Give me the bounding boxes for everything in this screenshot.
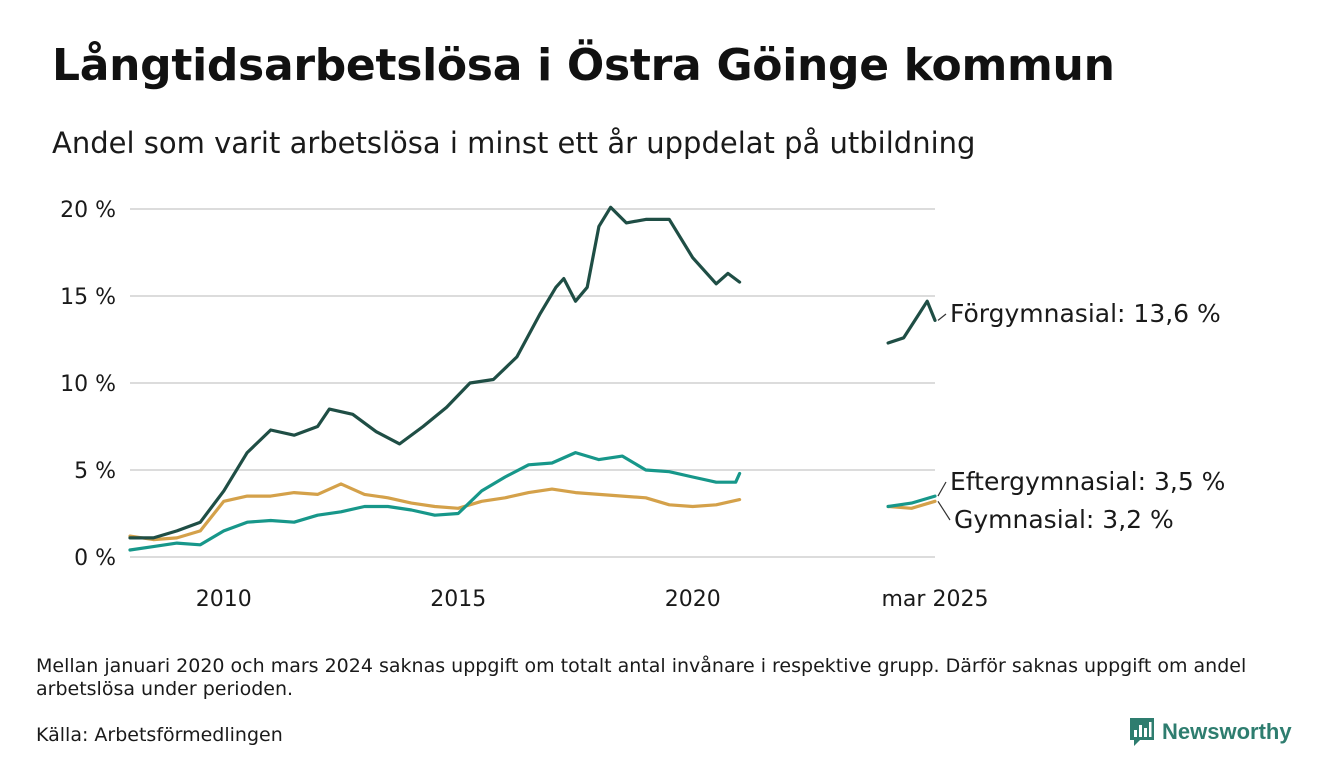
series-line-eftergymnasial (886, 494, 937, 509)
y-axis-ticks: 0 % 5 % 10 % 15 % 20 % (60, 198, 116, 571)
y-tick-label: 10 % (60, 372, 116, 397)
source-text: Källa: Arbetsförmedlingen (36, 724, 283, 746)
series-line-förgymnasial (886, 299, 937, 345)
series-line-gymnasial (886, 499, 937, 510)
y-tick-label: 20 % (60, 198, 116, 223)
chart-subtitle: Andel som varit arbetslösa i minst ett å… (52, 126, 976, 160)
bar-chart-speech-icon (1130, 718, 1154, 746)
brand-logo[interactable]: Newsworthy (1128, 716, 1292, 748)
label-leader-line (937, 500, 951, 521)
x-tick-label: mar 2025 (882, 587, 989, 612)
y-tick-label: 0 % (74, 546, 116, 571)
series-line-förgymnasial (128, 205, 742, 540)
x-axis-ticks: 2010 2015 2020 mar 2025 (196, 587, 989, 612)
line-chart: 0 %5 %10 %15 %20 % 2010 2015 2020 mar 2025 … (60, 198, 1225, 612)
x-tick-label: 2020 (665, 587, 721, 612)
chart-title: Långtidsarbetslösa i Östra Göinge kommun (52, 40, 1115, 91)
series-line-gymnasial (128, 482, 742, 542)
series-lines (128, 205, 937, 552)
y-tick-label: 15 % (60, 285, 116, 310)
label-leader-line (937, 481, 947, 497)
series-end-label: Gymnasial: 3,2 % (954, 505, 1174, 534)
gridlines (130, 208, 935, 558)
series-end-labels: Förgymnasial: 13,6 % Eftergymnasial: 3,5 … (937, 299, 1225, 534)
footnote: Mellan januari 2020 och mars 2024 saknas… (36, 655, 1247, 700)
brand-name: Newsworthy (1162, 719, 1292, 744)
series-end-label: Förgymnasial: 13,6 % (950, 299, 1221, 328)
label-leader-line (937, 313, 947, 321)
x-tick-label: 2015 (430, 587, 486, 612)
series-line-eftergymnasial (128, 451, 742, 552)
y-tick-label: 5 % (74, 459, 116, 484)
series-end-label: Eftergymnasial: 3,5 % (950, 467, 1225, 496)
x-tick-label: 2010 (196, 587, 252, 612)
